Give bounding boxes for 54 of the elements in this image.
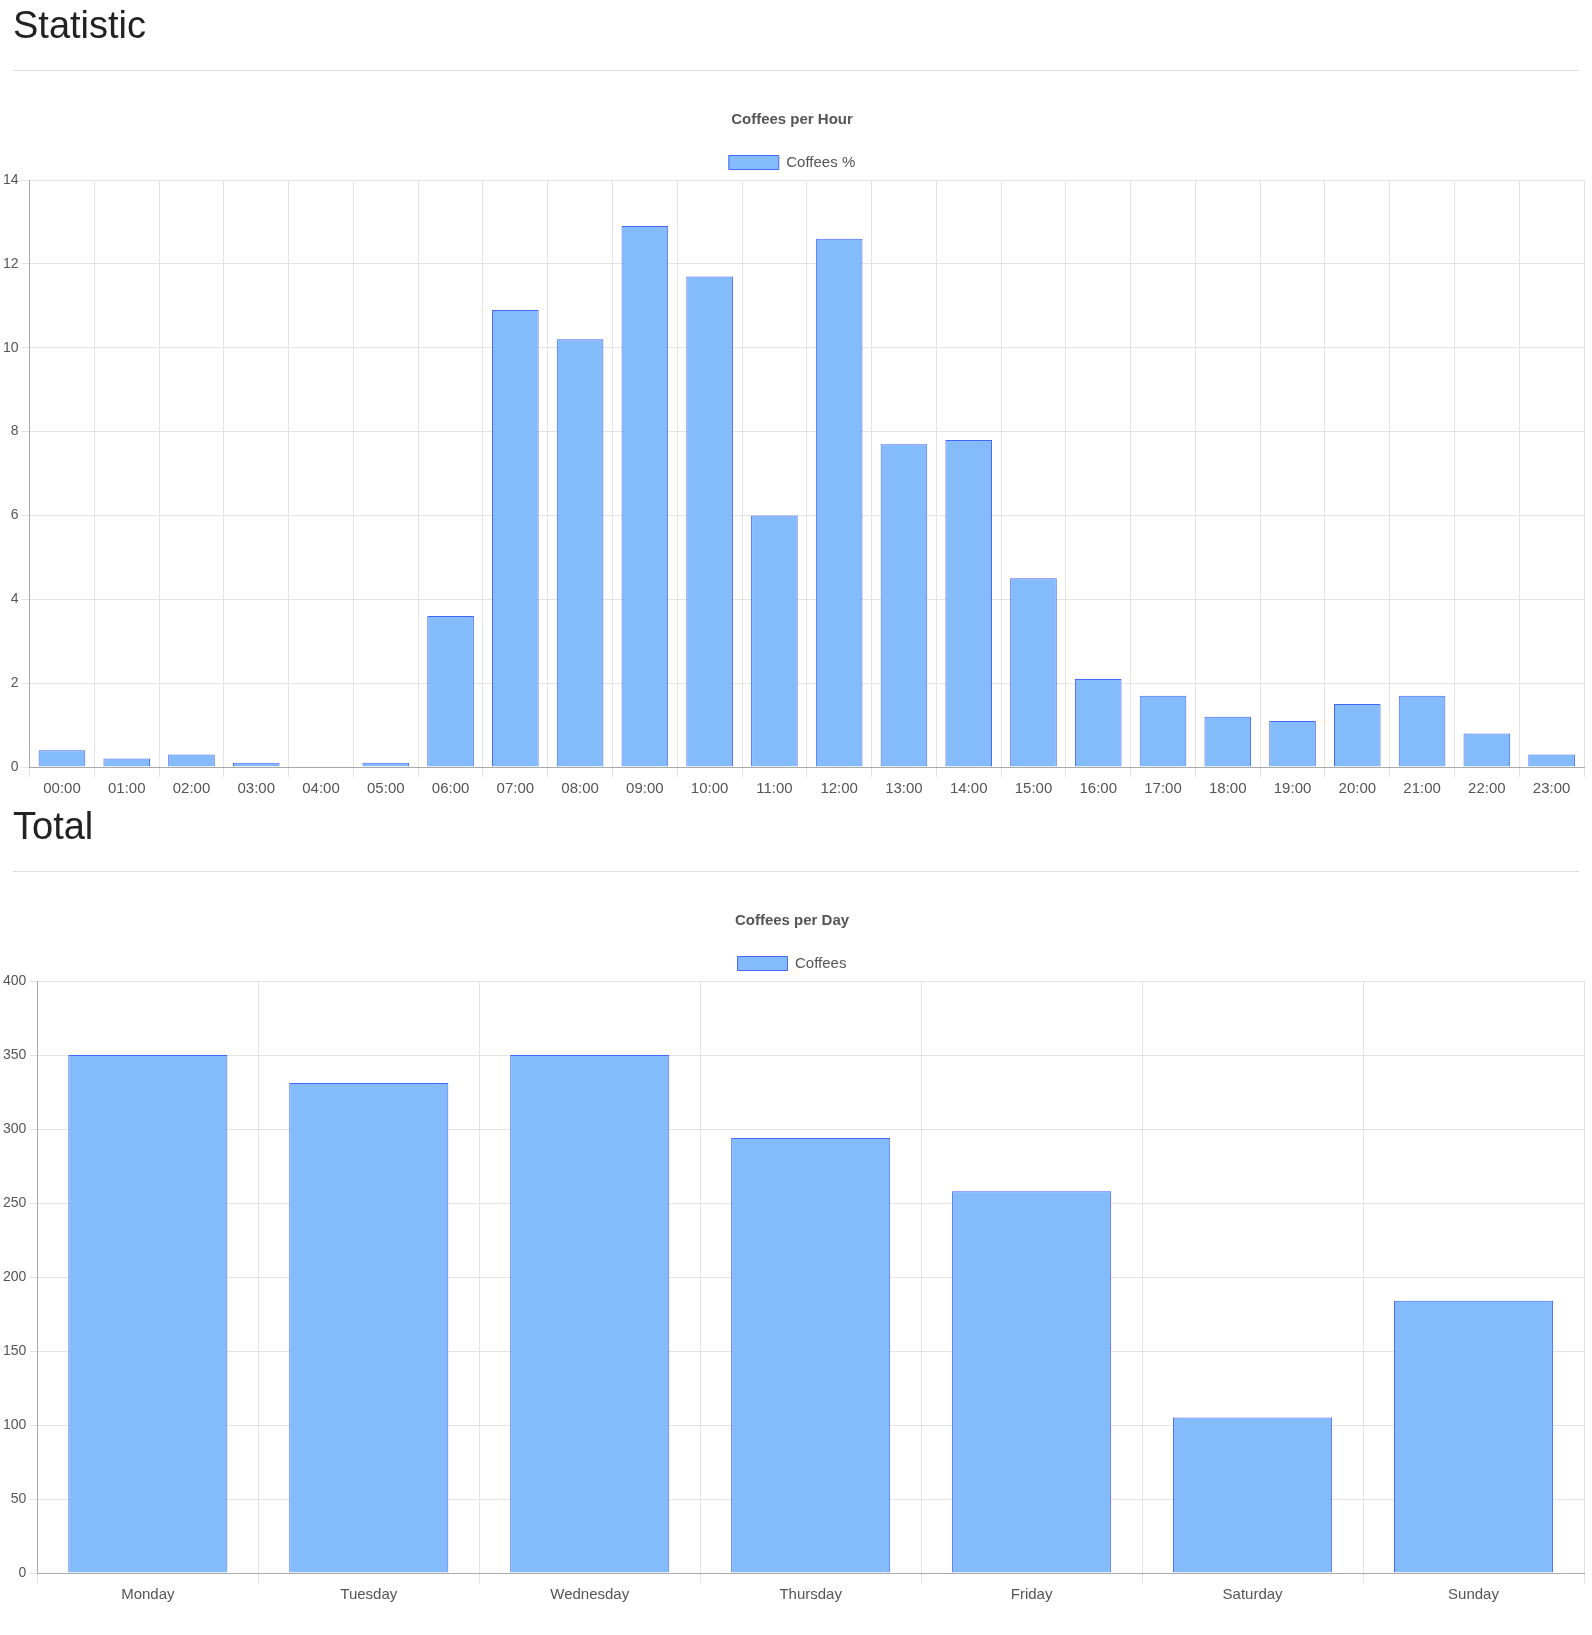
x-tick-label: 00:00 [43, 779, 81, 797]
y-tick-label: 6 [10, 506, 19, 523]
x-tick-label: 23:00 [1532, 779, 1571, 797]
x-tick-label: 09:00 [626, 779, 664, 797]
chart-title: Coffees per Hour [731, 110, 853, 128]
x-tick-label: 02:00 [172, 779, 211, 797]
y-tick-label: 0 [18, 1563, 27, 1580]
x-tick-label: 10:00 [690, 779, 729, 797]
x-tick-label: Sunday [1448, 1585, 1500, 1603]
y-tick-label: 4 [10, 590, 19, 607]
y-tick-label: 8 [10, 422, 19, 439]
x-tick-label: 17:00 [1144, 779, 1182, 797]
x-tick-label: 18:00 [1209, 779, 1247, 797]
x-tick-label: 08:00 [561, 779, 599, 797]
x-tick-label: Thursday [779, 1585, 843, 1603]
y-tick-label: 400 [3, 971, 27, 988]
x-tick-label: 01:00 [107, 779, 146, 797]
text: Statistic [12, 3, 148, 48]
x-tick-label: 20:00 [1338, 779, 1377, 797]
x-tick-label: 12:00 [820, 779, 858, 797]
legend-label: Coffees [795, 953, 847, 971]
x-tick-label: Tuesday [340, 1585, 398, 1603]
x-tick-label: 21:00 [1403, 779, 1441, 797]
x-tick-label: 07:00 [496, 779, 535, 797]
y-tick-label: 12 [2, 254, 19, 271]
y-tick-label: 250 [3, 1193, 27, 1210]
x-tick-label: 03:00 [237, 779, 276, 797]
x-tick-label: 14:00 [949, 779, 988, 797]
x-tick-label: 15:00 [1014, 779, 1053, 797]
x-tick-label: Friday [1010, 1585, 1053, 1603]
y-tick-label: 150 [3, 1341, 27, 1358]
y-tick-label: 300 [3, 1119, 27, 1136]
text: Total [12, 804, 95, 849]
legend-label: Coffees % [786, 152, 856, 170]
x-tick-label: 06:00 [431, 779, 470, 797]
chart-title: Coffees per Day [734, 911, 850, 929]
x-tick-label: 11:00 [756, 779, 793, 797]
x-tick-label: 19:00 [1273, 779, 1312, 797]
y-tick-label: 0 [10, 757, 19, 774]
x-tick-label: 13:00 [885, 779, 923, 797]
y-tick-label: 100 [3, 1415, 27, 1432]
x-tick-label: 16:00 [1079, 779, 1118, 797]
y-tick-label: 350 [3, 1045, 27, 1062]
x-tick-label: Monday [121, 1585, 176, 1603]
x-tick-label: Wednesday [550, 1585, 630, 1603]
x-tick-label: Saturday [1222, 1585, 1284, 1603]
y-tick-label: 14 [2, 170, 19, 187]
x-tick-label: 05:00 [367, 779, 405, 797]
x-tick-label: 22:00 [1468, 779, 1506, 797]
y-tick-label: 2 [10, 674, 19, 690]
y-tick-label: 200 [3, 1267, 27, 1284]
y-tick-label: 50 [10, 1489, 27, 1506]
y-tick-label: 10 [2, 338, 19, 355]
x-tick-label: 04:00 [302, 779, 340, 797]
